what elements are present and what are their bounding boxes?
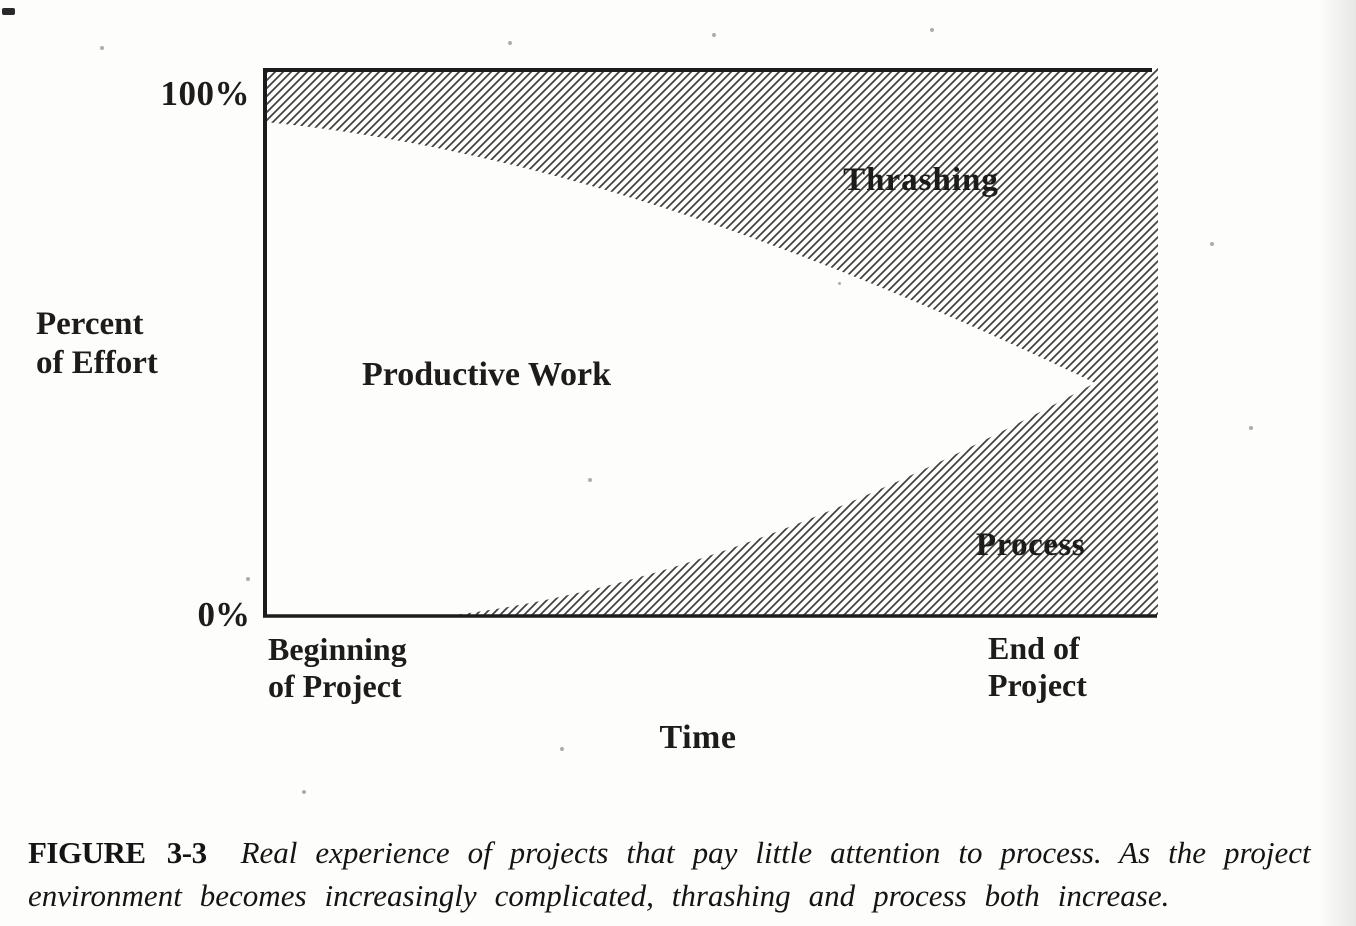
scan-speck (838, 282, 841, 285)
x-tick-end-of-project: End of Project (988, 630, 1087, 704)
scan-speck (560, 747, 564, 751)
scan-speck (302, 790, 306, 794)
x-tick-beginning-of-project: Beginning of Project (268, 631, 407, 705)
region-label-process: Process (975, 527, 1086, 563)
figure-caption-text1: Real experience of projects that pay lit… (240, 835, 1311, 870)
y-axis-title-line1: Percent (36, 306, 144, 342)
y-tick-100: 100% (160, 74, 250, 113)
scan-smudge (2, 8, 15, 15)
scan-edge-shading (1318, 0, 1356, 926)
scan-speck (712, 33, 716, 37)
x-tick-beginning-line2: of Project (268, 668, 402, 704)
region-label-thrashing: Thrashing (843, 162, 999, 198)
x-tick-beginning-line1: Beginning (268, 631, 407, 667)
y-tick-0: 0% (197, 595, 251, 634)
scan-speck (1210, 242, 1214, 246)
x-tick-end-line2: Project (988, 667, 1087, 703)
scan-speck (100, 46, 104, 50)
scan-speck (1249, 426, 1253, 430)
y-axis-title-line2: of Effort (36, 345, 158, 381)
region-label-productive-work: Productive Work (362, 356, 612, 393)
y-axis-title: Percent of Effort (36, 305, 158, 383)
effort-vs-time-chart (263, 68, 1158, 618)
scan-speck (588, 478, 592, 482)
scan-speck (246, 577, 250, 581)
figure-caption-line2: environment becomes increasingly complic… (28, 878, 1170, 913)
scan-speck (508, 41, 512, 45)
figure-caption-tag: FIGURE 3-3 (28, 835, 207, 870)
figure-caption: FIGURE 3-3 Real experience of projects th… (28, 831, 1340, 917)
productive-work-shape (265, 122, 1095, 617)
x-axis-title: Time (659, 719, 737, 756)
x-tick-end-line1: End of (988, 630, 1080, 666)
figure-caption-line1: FIGURE 3-3 Real experience of projects th… (28, 831, 1340, 874)
scan-speck (930, 28, 934, 32)
